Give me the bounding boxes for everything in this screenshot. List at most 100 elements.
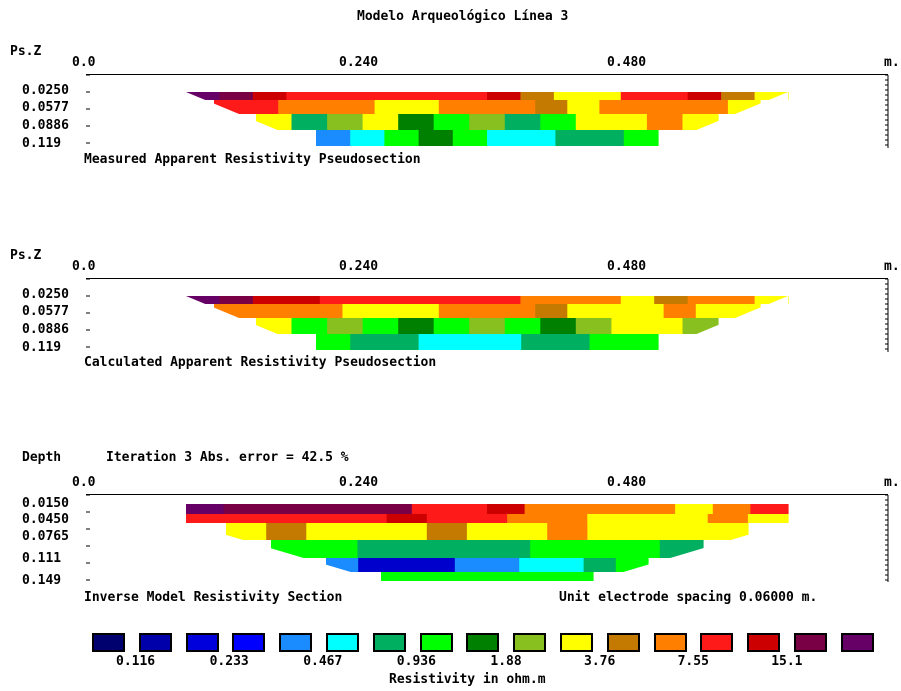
legend-swatch — [653, 633, 687, 652]
legend-label: 7.55 — [677, 654, 709, 669]
caption-measured: Measured Apparent Resistivity Pseudosect… — [84, 152, 421, 167]
resistivity-cell — [487, 504, 526, 514]
resistivity-cell — [443, 540, 488, 558]
x-tick-2-measured: 0.480 — [607, 55, 647, 70]
resistivity-cell — [663, 100, 697, 114]
resistivity-cell — [310, 100, 344, 114]
resistivity-cell — [374, 504, 413, 514]
ylabel-inverse: Depth — [22, 450, 62, 465]
resistivity-cell — [418, 130, 454, 146]
legend-swatch — [185, 633, 219, 652]
depth-label-calculated-2: 0.0886 — [22, 322, 69, 337]
resistivity-cell — [452, 334, 488, 350]
legend-label: 0.936 — [396, 654, 436, 669]
resistivity-cell — [637, 504, 676, 514]
resistivity-cell — [721, 92, 756, 100]
resistivity-cell — [616, 540, 661, 558]
x-tick-1-measured: 0.240 — [339, 55, 379, 70]
legend-label: 0.467 — [303, 654, 343, 669]
resistivity-cell — [646, 318, 683, 334]
resistivity-cell — [310, 304, 344, 318]
resistivity-cell — [620, 296, 655, 304]
resistivity-cell — [374, 100, 408, 114]
resistivity-cell — [390, 558, 424, 572]
resistivity-cell — [589, 334, 625, 350]
resistivity-cell — [298, 504, 338, 514]
resistivity-cell — [587, 296, 622, 304]
resistivity-cell — [540, 114, 577, 130]
resistivity-cell — [555, 130, 591, 146]
depth-label-calculated-1: 0.0577 — [22, 304, 69, 319]
resistivity-cell — [575, 114, 612, 130]
resistivity-cell — [754, 296, 789, 304]
mask-left — [186, 92, 316, 146]
resistivity-cell — [583, 558, 617, 572]
resistivity-cell — [246, 100, 279, 114]
resistivity-cell — [470, 100, 504, 114]
resistivity-cell — [487, 558, 520, 572]
resistivity-cell — [646, 114, 683, 130]
resistivity-cell — [411, 504, 450, 514]
resistivity-cell — [186, 296, 220, 304]
x-unit-measured: m. — [884, 55, 900, 70]
resistivity-cell — [487, 540, 531, 558]
resistivity-cell — [520, 92, 555, 100]
resistivity-cell — [687, 296, 722, 304]
legend-swatch — [747, 633, 781, 652]
x-tick-0-calculated: 0.0 — [72, 259, 96, 274]
resistivity-cell — [223, 504, 262, 514]
resistivity-cell — [398, 318, 435, 334]
chart-title: Modelo Arqueológico Línea 3 — [357, 9, 569, 24]
mask-right — [593, 523, 788, 581]
x-tick-1-calculated: 0.240 — [339, 259, 379, 274]
resistivity-cell — [342, 304, 376, 318]
resistivity-cell — [587, 514, 628, 523]
resistivity-cell — [418, 334, 454, 350]
resistivity-cell — [451, 572, 488, 581]
depth-label-inverse-0: 0.0150 — [22, 496, 69, 511]
resistivity-cell — [504, 318, 541, 334]
resistivity-cell — [589, 130, 625, 146]
legend-swatch — [372, 633, 406, 652]
resistivity-cell — [314, 540, 358, 558]
resistivity-cell — [438, 304, 472, 318]
resistivity-cell — [286, 296, 321, 304]
legend-swatch — [232, 633, 266, 652]
resistivity-cell — [186, 92, 220, 100]
resistivity-cell — [573, 540, 618, 558]
resistivity-cell — [186, 514, 227, 523]
resistivity-cell — [291, 318, 328, 334]
resistivity-cell — [707, 514, 749, 523]
legend-label: 15.1 — [771, 654, 803, 669]
resistivity-cell — [611, 114, 648, 130]
resistivity-cell — [535, 100, 568, 114]
legend-label: 0.116 — [116, 654, 156, 669]
resistivity-cell — [398, 114, 435, 130]
resistivity-cell — [426, 514, 468, 523]
resistivity-cell — [452, 130, 488, 146]
depth-label-measured-1: 0.0577 — [22, 100, 69, 115]
resistivity-cell — [346, 514, 388, 523]
depth-label-inverse-3: 0.111 — [22, 551, 62, 566]
resistivity-cell — [433, 318, 470, 334]
resistivity-cell — [433, 114, 470, 130]
depth-label-calculated-0: 0.0250 — [22, 287, 69, 302]
depth-label-measured-2: 0.0886 — [22, 118, 69, 133]
resistivity-cell — [316, 334, 351, 350]
ylabel-measured: Ps.Z — [10, 44, 42, 59]
legend-swatch — [419, 633, 453, 652]
resistivity-cell — [507, 514, 548, 523]
resistivity-cell — [286, 92, 321, 100]
resistivity-cell — [667, 514, 709, 523]
resistivity-cell — [252, 92, 287, 100]
mask-left — [186, 523, 381, 581]
resistivity-cell — [438, 100, 472, 114]
resistivity-cell — [623, 130, 659, 146]
resistivity-cell — [611, 318, 648, 334]
resistivity-cell — [278, 100, 311, 114]
depth-label-calculated-3: 0.119 — [22, 340, 62, 355]
resistivity-cell — [470, 304, 504, 318]
resistivity-cell — [521, 334, 556, 350]
